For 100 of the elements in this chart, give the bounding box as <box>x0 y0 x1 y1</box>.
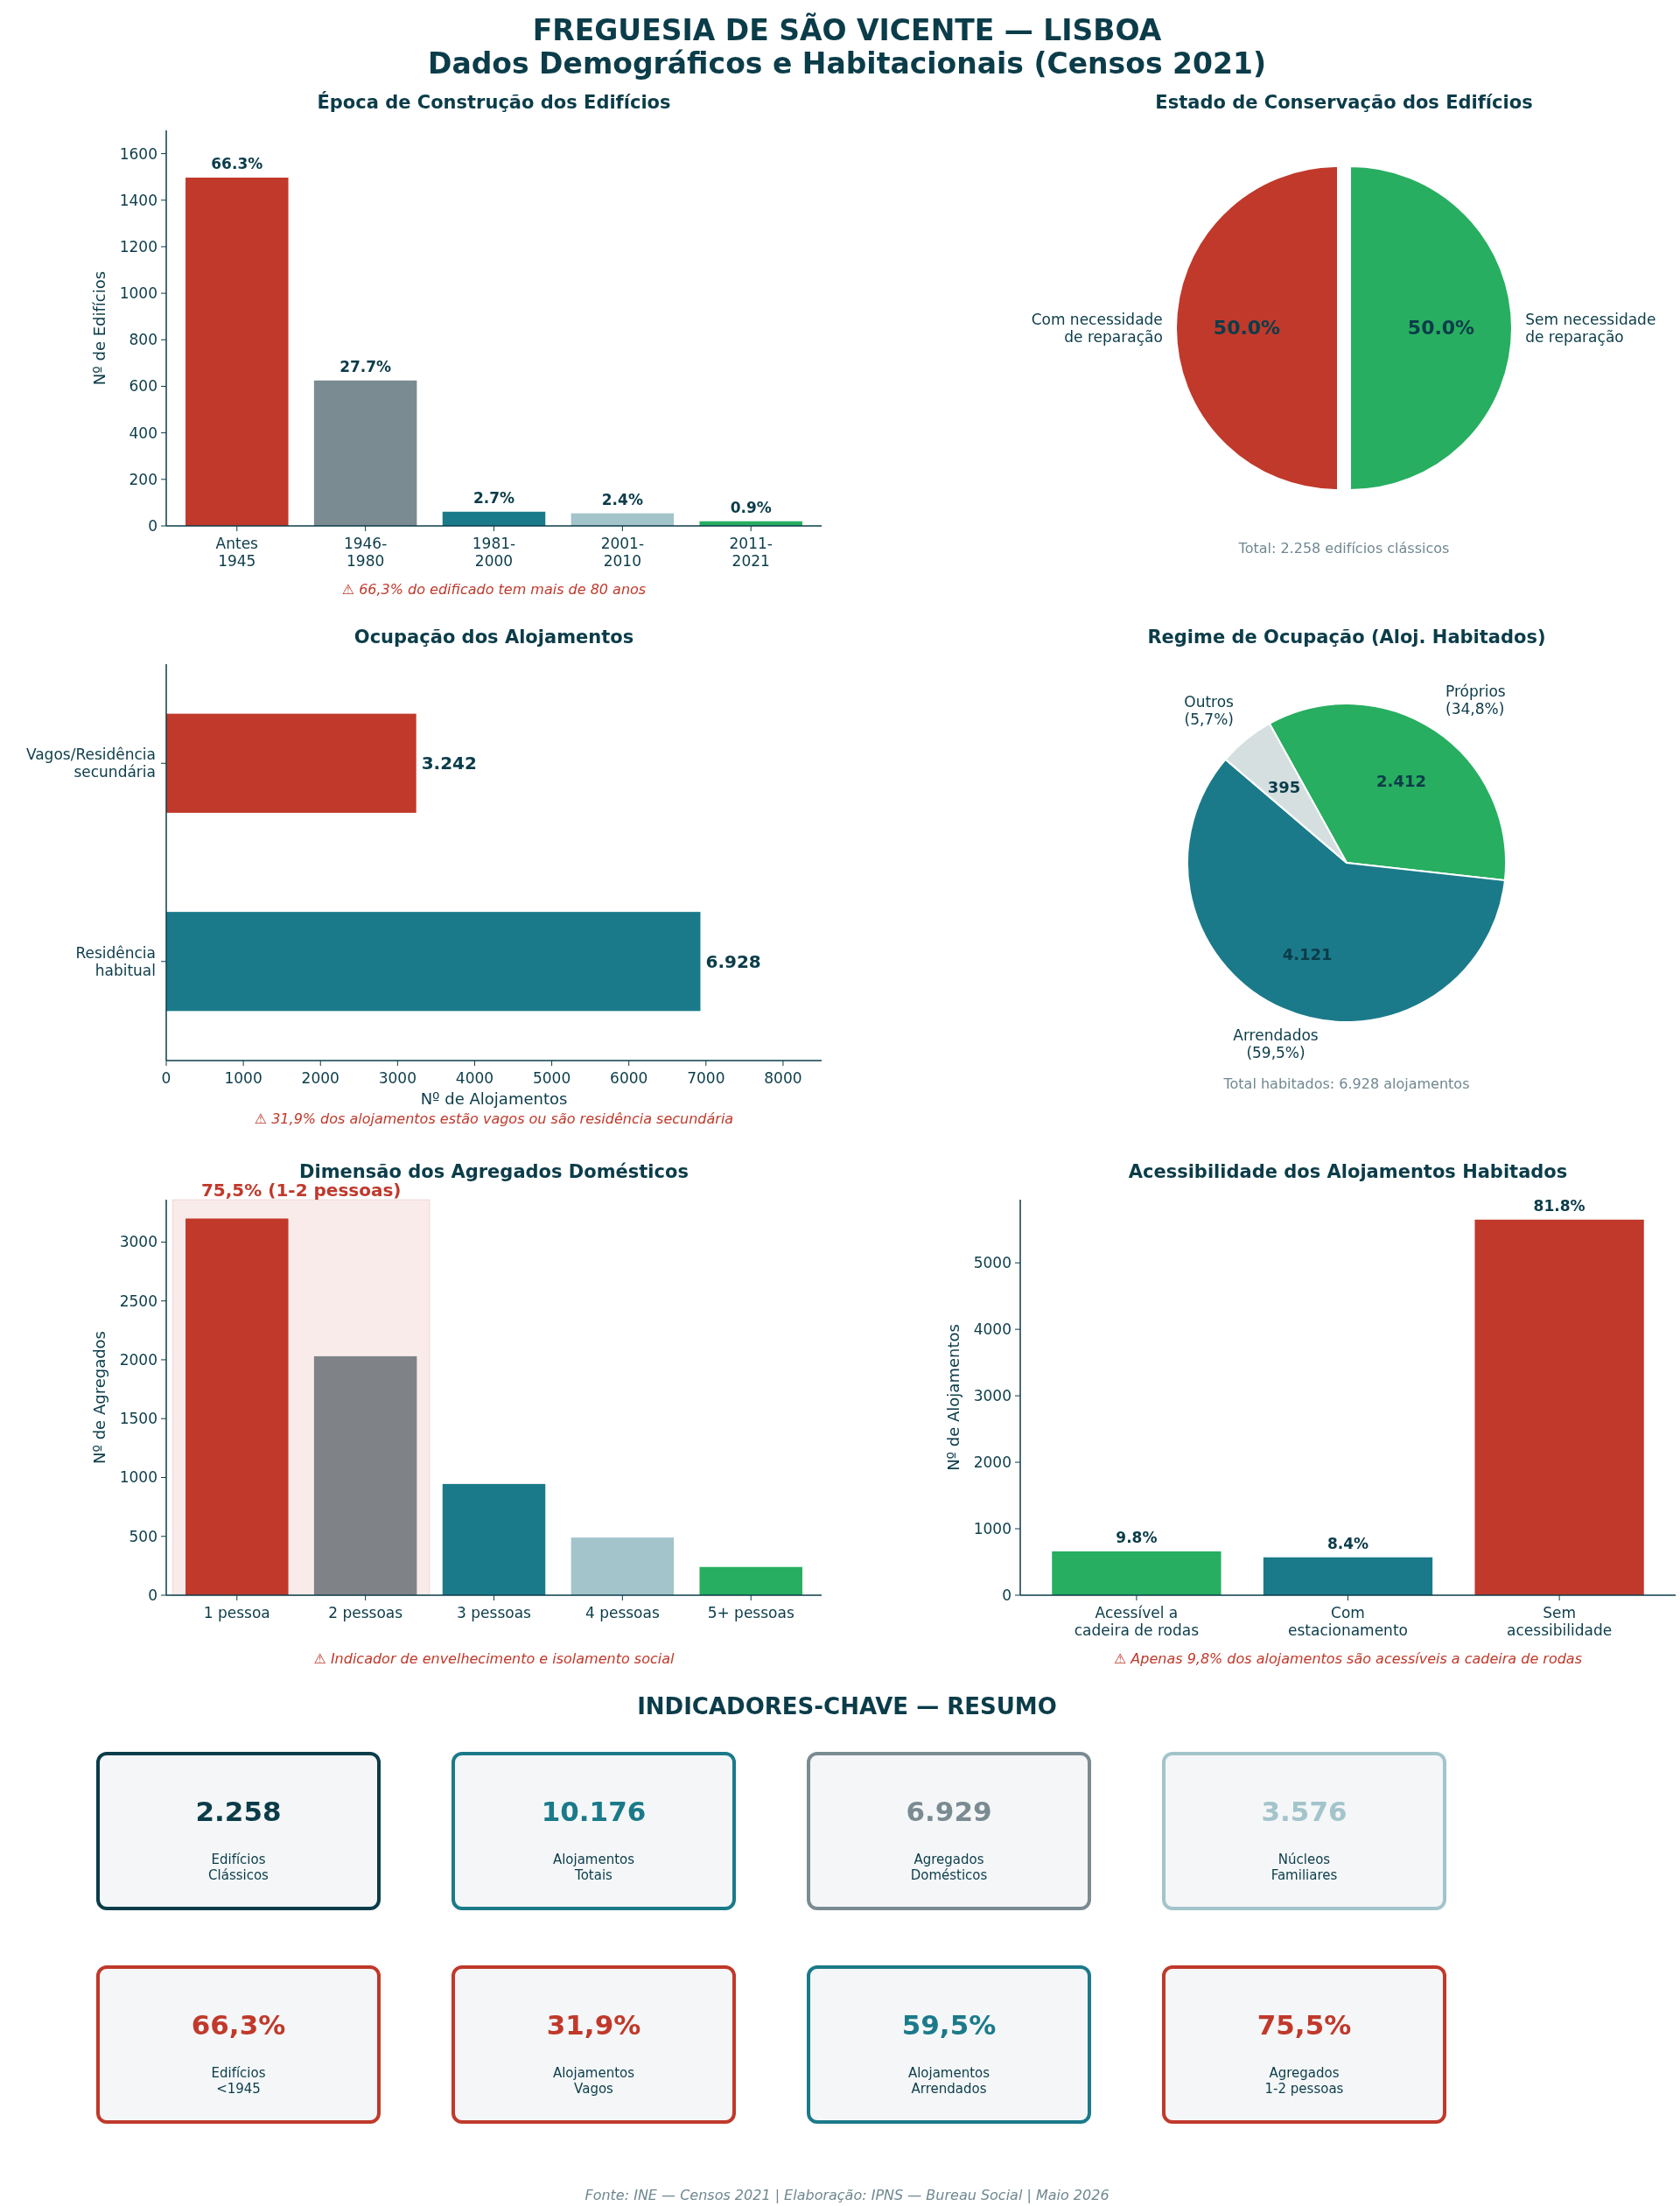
x-tick-label: 1981- 2000 <box>472 535 516 570</box>
y-tick-label: 200 <box>129 470 158 488</box>
y-tick-label: 400 <box>129 424 158 442</box>
y-tick-label: 500 <box>129 1527 158 1545</box>
data-label: 2.412 <box>1376 772 1427 791</box>
x-tick-label: Com estacionamento <box>1288 1604 1408 1639</box>
text: ⚠ 31,9% dos alojamentos estão vagos ou são residência secundária <box>254 1110 734 1127</box>
x-tick-label: Acessível a cadeira de rodas <box>1074 1604 1200 1639</box>
text: Edifícios <1945 <box>211 2065 266 2097</box>
slice-label: Arrendados (59,5%) <box>1233 1026 1319 1062</box>
x-tick-label: 1000 <box>224 1069 262 1087</box>
x-tick-label: 3 pessoas <box>457 1604 532 1621</box>
data-label: 50.0% <box>1407 317 1475 339</box>
data-label: 4.121 <box>1282 944 1333 963</box>
y-tick-label: 800 <box>129 331 158 349</box>
text: Edifícios Clássicos <box>208 1852 270 1883</box>
text: 6.929 <box>906 1796 992 1827</box>
chart-title: Época de Construção dos Edifícios <box>317 91 671 113</box>
text: Agregados 1-2 pessoas <box>1264 2065 1344 2097</box>
annotation: 8.4% <box>1326 1534 1369 1552</box>
data-label: 3.242 <box>421 753 477 774</box>
slice-label: Sem necessidade de reparação <box>1525 311 1656 346</box>
y-tick-label: 0 <box>148 517 158 535</box>
text: Alojamentos Vagos <box>552 2065 635 2097</box>
x-tick-label: 8000 <box>764 1069 802 1087</box>
text: 31,9% <box>546 2009 641 2041</box>
annotation: 27.7% <box>340 357 392 375</box>
text: INDICADORES-CHAVE — RESUMO <box>637 1693 1057 1719</box>
chart-title: Regime de Ocupação (Aloj. Habitados) <box>1147 627 1546 648</box>
text: 66,3% <box>191 2009 286 2041</box>
y-tick-label: Vagos/Residência secundária <box>25 746 156 781</box>
y-tick-label: 3000 <box>119 1233 158 1251</box>
slice-label: Próprios (34,8%) <box>1446 683 1506 718</box>
x-tick-label: Sem acessibilidade <box>1507 1604 1613 1639</box>
x-tick-label: Antes 1945 <box>215 535 259 570</box>
text: 2.258 <box>195 1796 282 1827</box>
x-tick-label: 4000 <box>455 1069 494 1087</box>
data-label: 50.0% <box>1213 317 1281 339</box>
text: ⚠ Indicador de envelhecimento e isolamento social <box>313 1650 675 1667</box>
bar <box>570 513 675 526</box>
bar <box>699 1566 802 1595</box>
text: 75,5% <box>1256 2009 1352 2041</box>
y-tick-label: 1400 <box>119 191 158 209</box>
x-tick-label: 2001- 2010 <box>600 535 645 570</box>
x-tick-label: 1946- 1980 <box>343 535 388 570</box>
bar <box>442 511 546 526</box>
x-tick-label: 2 pessoas <box>328 1604 403 1621</box>
y-tick-label: 0 <box>148 1586 158 1604</box>
source-note: Fonte: INE — Censos 2021 | Elaboração: IPNS — Bureau Social | Maio 2026 <box>584 2187 1110 2203</box>
y-axis-title: Nº de Alojamentos <box>944 1324 962 1471</box>
x-axis-title: Nº de Alojamentos <box>420 1089 568 1108</box>
y-tick-label: 2000 <box>119 1350 158 1369</box>
y-tick-label: 1200 <box>119 237 158 256</box>
y-axis-title: Nº de Edifícios <box>90 270 108 386</box>
annotation: 66.3% <box>211 154 263 172</box>
chart-title: Estado de Conservação dos Edifícios <box>1155 92 1533 113</box>
x-tick-label: 6000 <box>610 1069 648 1087</box>
y-tick-label: 1000 <box>119 1468 158 1487</box>
y-tick-label: 1500 <box>119 1410 158 1428</box>
chart-title: Acessibilidade dos Alojamentos Habitados <box>1128 1161 1568 1182</box>
data-label: 6.928 <box>705 950 761 972</box>
x-tick-label: 4 pessoas <box>584 1604 660 1621</box>
slice-label: Outros (5,7%) <box>1184 693 1235 729</box>
chart-title: Dimensão dos Agregados Domésticos <box>299 1161 689 1182</box>
slice-label: Com necessidade de reparação <box>1031 311 1163 346</box>
data-label: 395 <box>1267 777 1301 796</box>
text: ⚠ Apenas 9,8% dos alojamentos são acessíveis a cadeira de rodas <box>1114 1650 1582 1667</box>
band-label: 75,5% (1-2 pessoas) <box>200 1180 402 1201</box>
bar <box>313 1355 417 1595</box>
y-tick-label: 1600 <box>119 144 158 163</box>
x-tick-label: 1 pessoa <box>203 1604 270 1621</box>
text: Núcleos Familiares <box>1270 1852 1338 1883</box>
annotation: 9.8% <box>1116 1528 1158 1546</box>
annotation: 81.8% <box>1533 1196 1586 1215</box>
y-axis-title: Nº de Agregados <box>90 1331 108 1464</box>
text: FREGUESIA DE SÃO VICENTE — LISBOA <box>532 12 1162 47</box>
bar <box>313 380 417 526</box>
text: Total habitados: 6.928 alojamentos <box>1222 1075 1470 1092</box>
annotation: 0.9% <box>730 498 772 516</box>
annotation: 2.7% <box>472 488 515 507</box>
text: Total: 2.258 edifícios clássicos <box>1237 540 1450 557</box>
y-tick-label: 2000 <box>973 1453 1012 1472</box>
y-tick-label: 4000 <box>973 1320 1012 1339</box>
y-tick-label: 2500 <box>119 1292 158 1310</box>
bar <box>1052 1551 1222 1595</box>
text: 3.576 <box>1261 1796 1348 1827</box>
text: 59,5% <box>901 2009 997 2041</box>
text: Alojamentos Totais <box>552 1852 635 1883</box>
text: Dados Demográficos e Habitacionais (Censos 2021) <box>428 46 1266 81</box>
x-tick-label: 7000 <box>687 1069 725 1087</box>
bar <box>442 1483 546 1596</box>
x-tick-label: 0 <box>161 1069 172 1087</box>
text: ⚠ 66,3% do edificado tem mais de 80 anos <box>341 581 647 598</box>
y-tick-label: 0 <box>1002 1586 1012 1604</box>
annotation: 2.4% <box>601 490 643 508</box>
x-tick-label: 5+ pessoas <box>707 1604 794 1621</box>
text: Alojamentos Arrendados <box>907 2065 990 2097</box>
x-tick-label: 5000 <box>532 1069 571 1087</box>
bar <box>1474 1219 1644 1595</box>
y-tick-label: 5000 <box>973 1254 1012 1272</box>
